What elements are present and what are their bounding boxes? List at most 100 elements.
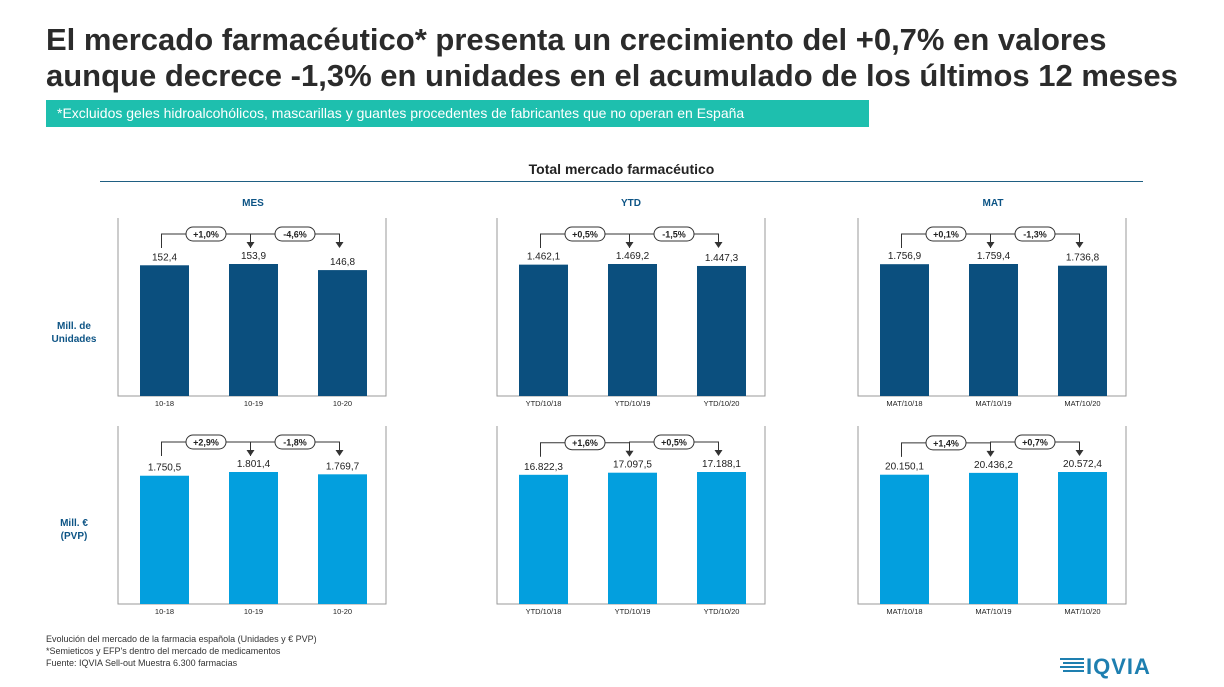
chart-ytd-value-value-label: 16.822,3 bbox=[524, 462, 563, 473]
chart-mes-units-bar bbox=[318, 270, 367, 396]
chart-ytd-units-change-badge bbox=[564, 226, 606, 242]
chart-mes-units-value-label: 152,4 bbox=[152, 252, 177, 263]
iqvia-logo: IQVIA bbox=[1060, 654, 1151, 679]
chart-mes-value-value-label: 1.769,7 bbox=[326, 461, 360, 472]
chart-ytd-value-change-arrow-icon bbox=[714, 450, 723, 456]
chart-mat-units-change-badge bbox=[925, 226, 967, 242]
chart-mat-value-category-label: MAT/10/18 bbox=[886, 607, 922, 616]
chart-mes-value-value-label: 1.801,4 bbox=[237, 459, 271, 470]
chart-ytd-units-change-label: +0,5% bbox=[572, 230, 598, 240]
chart-ytd-units-value-label: 1.462,1 bbox=[527, 252, 561, 263]
chart-ytd-units-category-label: YTD/10/18 bbox=[526, 399, 562, 408]
chart-mes-value-change-label: -1,8% bbox=[283, 438, 307, 448]
logo-text: IQVIA bbox=[1086, 654, 1151, 679]
chart-mat-value-value-label: 20.572,4 bbox=[1063, 459, 1102, 470]
chart-mat-value-change-badge bbox=[1014, 434, 1056, 450]
logo-stripes-icon bbox=[1060, 658, 1084, 672]
footer-line-1: Evolución del mercado de la farmacia esp… bbox=[46, 634, 317, 644]
chart-mat-value-change-label: +1,4% bbox=[933, 438, 959, 448]
footer-notes: Evolución del mercado de la farmacia esp… bbox=[46, 633, 317, 669]
chart-ytd-units-bar bbox=[519, 264, 568, 396]
chart-mat-units-value-label: 1.736,8 bbox=[1066, 253, 1100, 264]
chart-mat-value-category-label: MAT/10/19 bbox=[975, 607, 1011, 616]
chart-ytd-units-category-label: YTD/10/19 bbox=[615, 399, 651, 408]
chart-mes-units-change-arrow-icon bbox=[335, 242, 344, 248]
chart-ytd-value-value-label: 17.188,1 bbox=[702, 459, 741, 470]
chart-mes-value-bar bbox=[229, 472, 278, 604]
chart-ytd-units-change-label: -1,5% bbox=[662, 230, 686, 240]
chart-mes-value-value-label: 1.750,5 bbox=[148, 463, 182, 474]
column-title-mes: MES bbox=[242, 198, 264, 209]
chart-mat-units-category-label: MAT/10/20 bbox=[1064, 399, 1100, 408]
chart-ytd-units-change-badge bbox=[653, 226, 695, 242]
chart-mes-units-category-label: 10-19 bbox=[244, 399, 263, 408]
chart-ytd-value-change-badge bbox=[653, 434, 695, 450]
chart-mat-value-bar bbox=[1058, 472, 1107, 604]
chart-mes-units-change-badge bbox=[274, 226, 316, 242]
chart-mes-units-bar bbox=[229, 264, 278, 396]
chart-mes-units-category-label: 10-20 bbox=[333, 399, 352, 408]
chart-ytd-units-bar bbox=[608, 264, 657, 396]
chart-ytd-value-category-label: YTD/10/20 bbox=[704, 607, 740, 616]
chart-mes-value-bar bbox=[318, 474, 367, 604]
chart-ytd-units-value-label: 1.469,2 bbox=[616, 251, 650, 262]
row-label-units: Mill. de Unidades bbox=[30, 320, 118, 346]
chart-mat-value-change-badge bbox=[925, 435, 967, 451]
chart-ytd-value-change-label: +1,6% bbox=[572, 438, 598, 448]
chart-mes-value-change-badge bbox=[185, 434, 227, 450]
chart-mes-value-change-arrow-icon bbox=[335, 450, 344, 456]
chart-ytd-value-change-badge bbox=[564, 435, 606, 451]
section-title: Total mercado farmacéutico bbox=[528, 161, 715, 177]
chart-mes-value-category-label: 10-18 bbox=[155, 607, 174, 616]
row-label-units-line-2: Unidades bbox=[51, 334, 97, 345]
column-title-ytd: YTD bbox=[621, 198, 641, 209]
row-label-value: Mill. € (PVP) bbox=[30, 517, 118, 543]
chart-mes-units-value-label: 146,8 bbox=[330, 257, 355, 268]
chart-mat-value-change-arrow-icon bbox=[1075, 450, 1084, 456]
chart-mes-units-change-label: +1,0% bbox=[193, 230, 219, 240]
chart-mes-value-category-label: 10-20 bbox=[333, 607, 352, 616]
chart-mat-units-change-label: -1,3% bbox=[1023, 230, 1047, 240]
title-line-2: aunque decrece -1,3% en unidades en el a… bbox=[46, 58, 1178, 93]
chart-mat-value-category-label: MAT/10/20 bbox=[1064, 607, 1100, 616]
chart-ytd-value-change-label: +0,5% bbox=[661, 438, 687, 448]
chart-mes-units-change-label: -4,6% bbox=[283, 230, 307, 240]
chart-mat-value-bar bbox=[969, 472, 1018, 604]
exclusion-note: *Excluidos geles hidroalcohólicos, masca… bbox=[46, 100, 869, 127]
chart-mat-value-change-label: +0,7% bbox=[1022, 438, 1048, 448]
title-line-1: El mercado farmacéutico* presenta un cre… bbox=[46, 22, 1107, 57]
chart-mat-units-bar bbox=[1058, 265, 1107, 396]
chart-mat-units-change-badge bbox=[1014, 226, 1056, 242]
chart-mat-units-change-arrow-icon bbox=[1075, 242, 1084, 248]
chart-mes-value-change-label: +2,9% bbox=[193, 438, 219, 448]
chart-mat-value-value-label: 20.436,2 bbox=[974, 460, 1013, 471]
row-label-value-line-1: Mill. € bbox=[60, 518, 88, 529]
footer-line-3: Fuente: IQVIA Sell-out Muestra 6.300 far… bbox=[46, 658, 238, 668]
chart-mat-units-value-label: 1.756,9 bbox=[888, 251, 922, 262]
chart-mes-units-bar bbox=[140, 265, 189, 396]
chart-ytd-units-value-label: 1.447,3 bbox=[705, 253, 739, 264]
chart-ytd-value-bar bbox=[519, 474, 568, 604]
chart-ytd-value-bar bbox=[697, 472, 746, 604]
chart-mes-value-category-label: 10-19 bbox=[244, 607, 263, 616]
chart-mat-units-value-label: 1.759,4 bbox=[977, 251, 1011, 262]
row-label-value-line-2: (PVP) bbox=[60, 531, 88, 542]
chart-mes-units-category-label: 10-18 bbox=[155, 399, 174, 408]
page-title: El mercado farmacéutico* presenta un cre… bbox=[46, 22, 1206, 94]
chart-mes-value-bar bbox=[140, 475, 189, 604]
chart-mat-units-bar bbox=[969, 264, 1018, 396]
chart-ytd-units-bar bbox=[697, 265, 746, 396]
chart-mat-units-category-label: MAT/10/18 bbox=[886, 399, 922, 408]
chart-ytd-value-category-label: YTD/10/19 bbox=[615, 607, 651, 616]
footer-line-2: *Semieticos y EFP's dentro del mercado d… bbox=[46, 646, 281, 656]
chart-ytd-value-value-label: 17.097,5 bbox=[613, 460, 652, 471]
chart-mes-units-change-badge bbox=[185, 226, 227, 242]
chart-ytd-units-change-arrow-icon bbox=[714, 242, 723, 248]
chart-ytd-value-bar bbox=[608, 472, 657, 604]
column-title-mat: MAT bbox=[982, 198, 1004, 209]
chart-mat-value-bar bbox=[880, 474, 929, 604]
chart-mes-value-change-badge bbox=[274, 434, 316, 450]
chart-mat-units-change-label: +0,1% bbox=[933, 230, 959, 240]
chart-mes-units-value-label: 153,9 bbox=[241, 251, 266, 262]
